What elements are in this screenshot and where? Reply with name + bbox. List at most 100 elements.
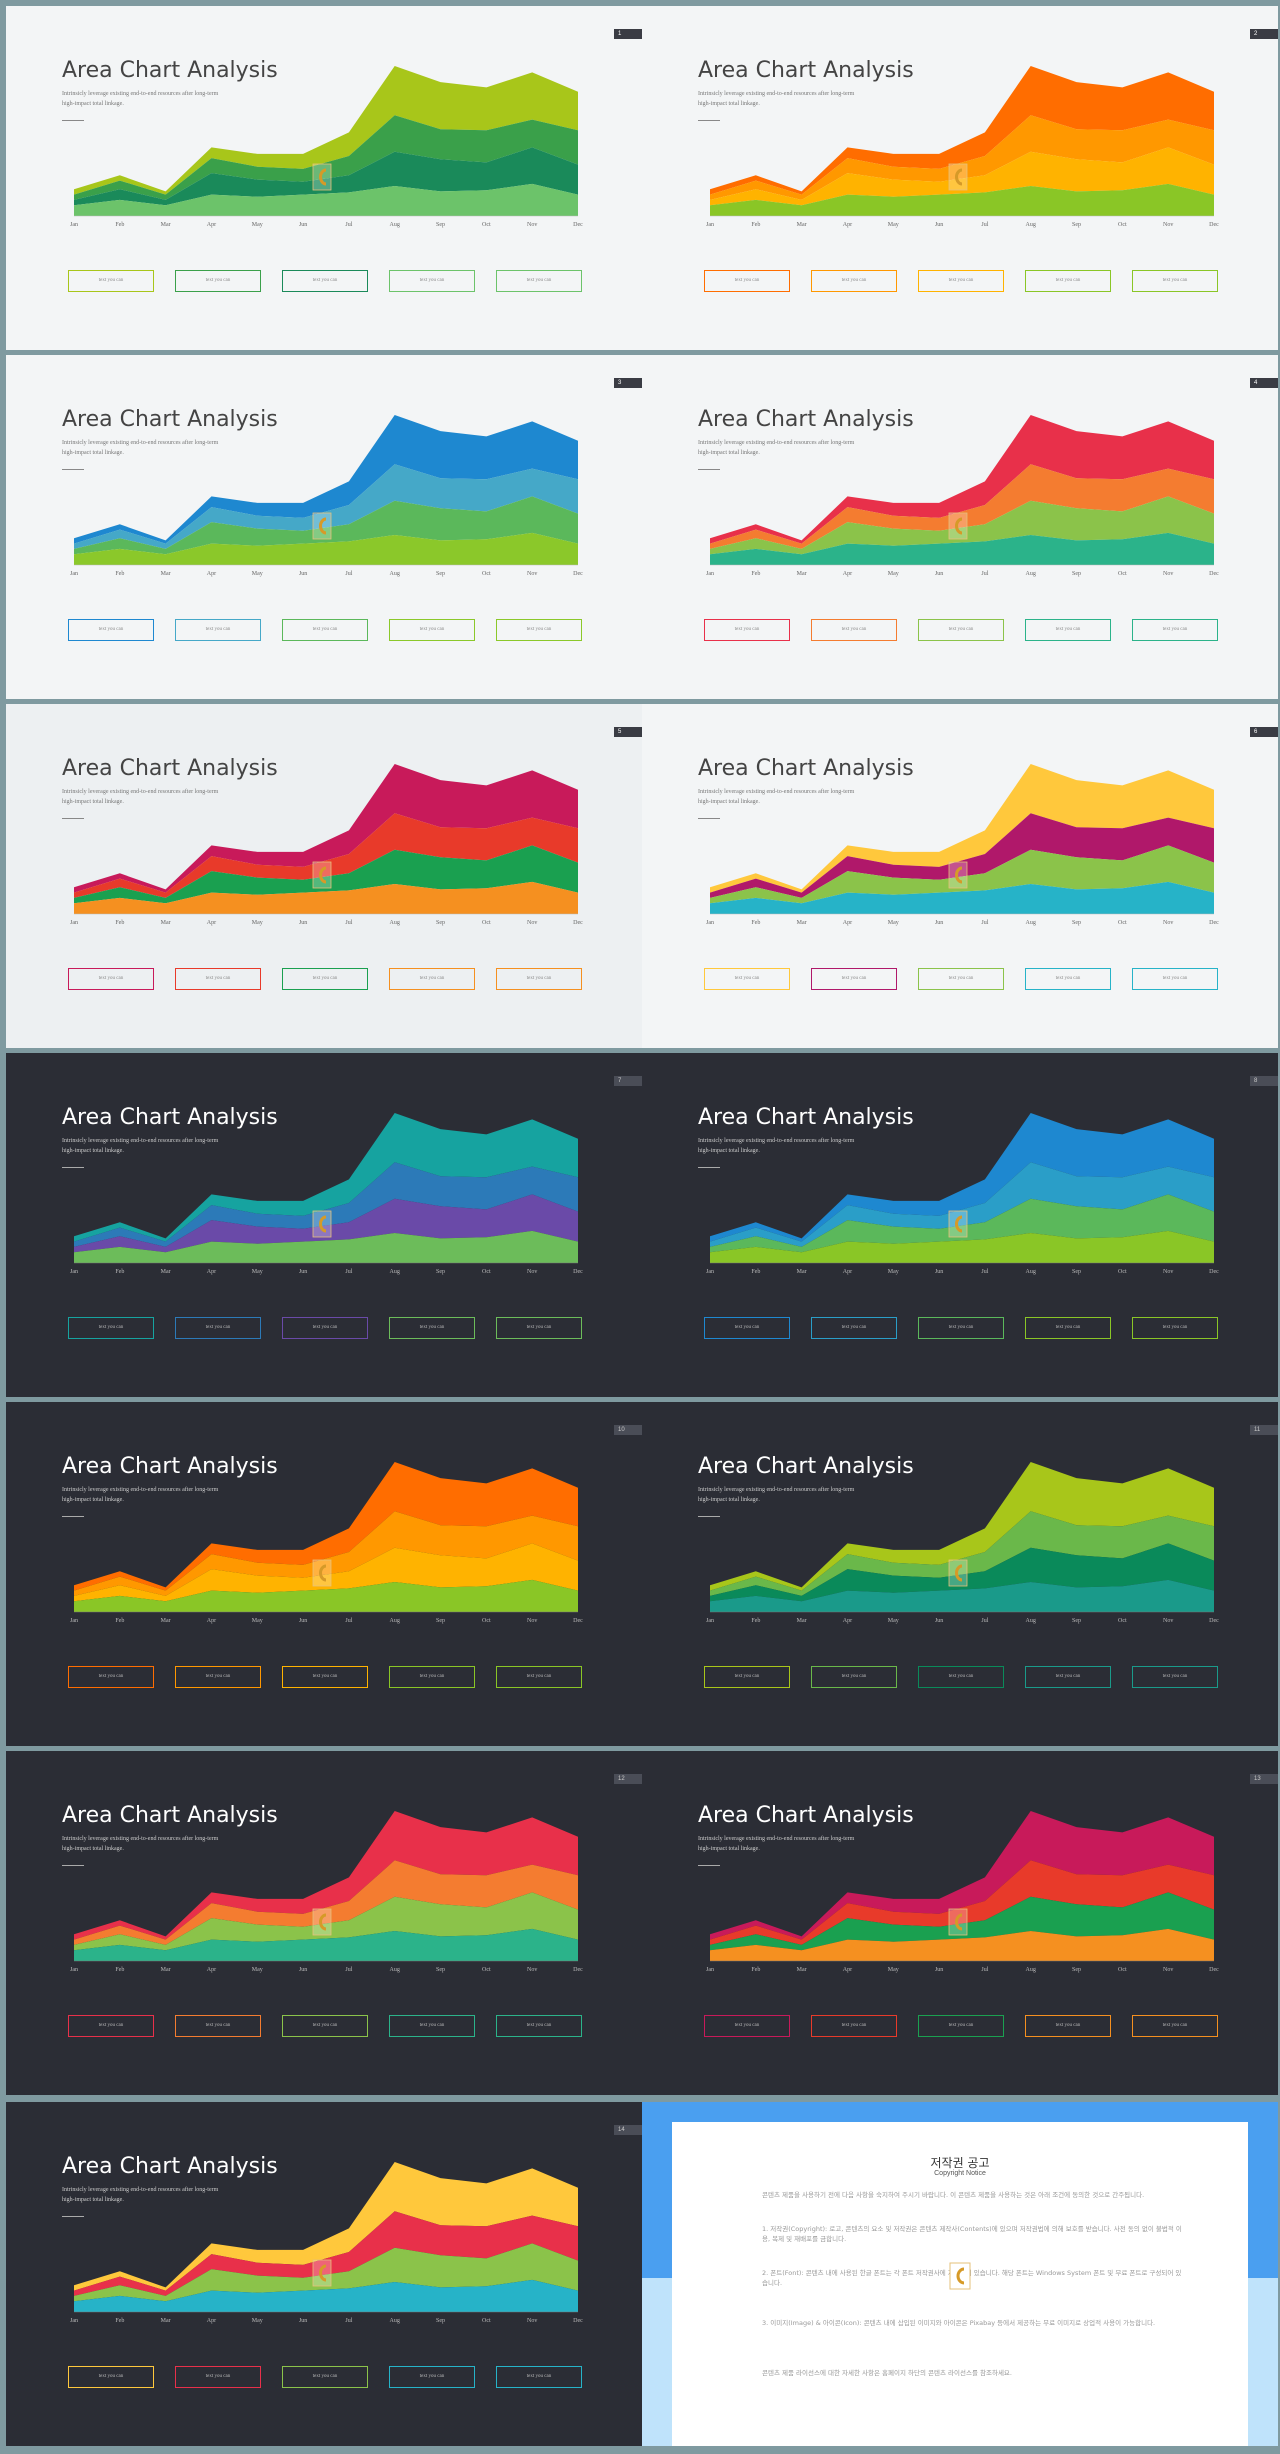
text-box-1[interactable]: text you can: [68, 1317, 154, 1339]
x-tick-label: Dec: [1209, 1269, 1219, 1275]
x-tick-label: Apr: [207, 571, 216, 577]
text-box-3[interactable]: text you can: [918, 2015, 1004, 2037]
area-series-1: [710, 183, 1214, 216]
text-box-2[interactable]: text you can: [175, 2366, 261, 2388]
text-box-2[interactable]: text you can: [175, 968, 261, 990]
x-tick-label: Jun: [299, 571, 307, 577]
text-box-3[interactable]: text you can: [282, 1317, 368, 1339]
text-box-3[interactable]: text you can: [282, 2366, 368, 2388]
text-box-3[interactable]: text you can: [282, 2015, 368, 2037]
text-box-5[interactable]: text you can: [496, 619, 582, 641]
text-box-5[interactable]: text you can: [496, 968, 582, 990]
text-box-4[interactable]: text you can: [389, 1666, 475, 1688]
text-box-1[interactable]: text you can: [68, 270, 154, 292]
x-tick-label: Oct: [1118, 1967, 1127, 1973]
area-series-3: [710, 464, 1214, 549]
text-box-4[interactable]: text you can: [1025, 968, 1111, 990]
x-tick-label: Aug: [390, 571, 400, 577]
x-tick-label: Apr: [843, 571, 852, 577]
text-box-5[interactable]: text you can: [1132, 1317, 1218, 1339]
text-box-1[interactable]: text you can: [704, 270, 790, 292]
text-box-5[interactable]: text you can: [1132, 270, 1218, 292]
text-box-1[interactable]: text you can: [68, 2366, 154, 2388]
text-box-3[interactable]: text you can: [282, 1666, 368, 1688]
text-box-5[interactable]: text you can: [496, 2366, 582, 2388]
text-box-5[interactable]: text you can: [496, 1666, 582, 1688]
text-box-2[interactable]: text you can: [811, 968, 897, 990]
text-box-1[interactable]: text you can: [68, 619, 154, 641]
text-box-2[interactable]: text you can: [811, 270, 897, 292]
text-box-5[interactable]: text you can: [1132, 968, 1218, 990]
page-number: 12: [614, 1774, 642, 1784]
text-box-1[interactable]: text you can: [68, 1666, 154, 1688]
text-box-2[interactable]: text you can: [175, 1666, 261, 1688]
text-box-2[interactable]: text you can: [811, 1317, 897, 1339]
x-tick-label: May: [888, 222, 899, 228]
page-number: 4: [1250, 378, 1278, 388]
text-box-2[interactable]: text you can: [175, 619, 261, 641]
text-box-4[interactable]: text you can: [389, 968, 475, 990]
text-box-4[interactable]: text you can: [389, 1317, 475, 1339]
text-box-1[interactable]: text you can: [704, 968, 790, 990]
x-tick-label: Feb: [115, 1967, 124, 1973]
text-box-2[interactable]: text you can: [175, 1317, 261, 1339]
text-box-3[interactable]: text you can: [918, 968, 1004, 990]
area-chart: Jan Feb Mar Apr May Jun Jul Aug Sep Oct Nov Dec: [70, 415, 583, 577]
x-tick-label: Oct: [1118, 571, 1127, 577]
text-box-3[interactable]: text you can: [282, 968, 368, 990]
text-box-3[interactable]: text you can: [918, 619, 1004, 641]
x-tick-label: May: [888, 920, 899, 926]
text-box-4[interactable]: text you can: [1025, 1317, 1111, 1339]
area-series-2: [710, 1543, 1214, 1602]
slide-12: 12 Area Chart Analysis Intrinsicly leverag…: [6, 1751, 642, 2095]
x-tick-label: Sep: [436, 1269, 445, 1275]
page-number: 11: [1250, 1425, 1278, 1435]
text-box-4[interactable]: text you can: [1025, 1666, 1111, 1688]
text-box-2[interactable]: text you can: [811, 2015, 897, 2037]
x-tick-label: Jun: [935, 920, 943, 926]
text-box-1[interactable]: text you can: [68, 2015, 154, 2037]
slide-title: Area Chart Analysis: [698, 756, 914, 781]
text-box-3[interactable]: text you can: [918, 1317, 1004, 1339]
text-box-4[interactable]: text you can: [389, 2366, 475, 2388]
text-box-5[interactable]: text you can: [496, 270, 582, 292]
slide-subtitle: Intrinsicly leverage existing end-to-end…: [62, 1487, 219, 1503]
text-box-1[interactable]: text you can: [704, 2015, 790, 2037]
text-box-4[interactable]: text you can: [389, 2015, 475, 2037]
x-tick-label: Jan: [70, 571, 78, 577]
text-box-3[interactable]: text you can: [918, 270, 1004, 292]
copyright-para-2: 2. 폰트(Font): 콘텐츠 내에 사용된 한글 폰트는 각 폰트 저작권사…: [762, 2269, 1182, 2287]
text-box-2[interactable]: text you can: [811, 1666, 897, 1688]
x-tick-label: Jun: [935, 1967, 943, 1973]
text-box-4[interactable]: text you can: [389, 270, 475, 292]
text-box-2[interactable]: text you can: [175, 270, 261, 292]
text-box-3[interactable]: text you can: [282, 270, 368, 292]
text-box-2[interactable]: text you can: [175, 2015, 261, 2037]
text-box-4[interactable]: text you can: [1025, 619, 1111, 641]
text-box-4[interactable]: text you can: [389, 619, 475, 641]
text-box-5[interactable]: text you can: [1132, 1666, 1218, 1688]
title-rule: [62, 2216, 84, 2217]
text-box-4[interactable]: text you can: [1025, 270, 1111, 292]
text-box-5[interactable]: text you can: [496, 1317, 582, 1339]
text-box-3[interactable]: text you can: [282, 619, 368, 641]
slide-subtitle: Intrinsicly leverage existing end-to-end…: [62, 440, 219, 456]
text-box-4[interactable]: text you can: [1025, 2015, 1111, 2037]
text-box-1[interactable]: text you can: [704, 619, 790, 641]
x-tick-label: May: [252, 1269, 263, 1275]
x-tick-label: Mar: [797, 1967, 807, 1973]
text-box-3[interactable]: text you can: [918, 1666, 1004, 1688]
text-box-5[interactable]: text you can: [1132, 2015, 1218, 2037]
x-tick-label: Jan: [706, 1967, 714, 1973]
text-box-1[interactable]: text you can: [68, 968, 154, 990]
area-series-3: [74, 1860, 578, 1945]
brand-logo-icon: [312, 1210, 332, 1238]
x-tick-label: Apr: [207, 2318, 216, 2324]
text-box-1[interactable]: text you can: [704, 1317, 790, 1339]
text-box-2[interactable]: text you can: [811, 619, 897, 641]
area-series-2: [74, 1543, 578, 1602]
x-tick-label: May: [252, 1967, 263, 1973]
text-box-5[interactable]: text you can: [496, 2015, 582, 2037]
text-box-1[interactable]: text you can: [704, 1666, 790, 1688]
text-box-5[interactable]: text you can: [1132, 619, 1218, 641]
